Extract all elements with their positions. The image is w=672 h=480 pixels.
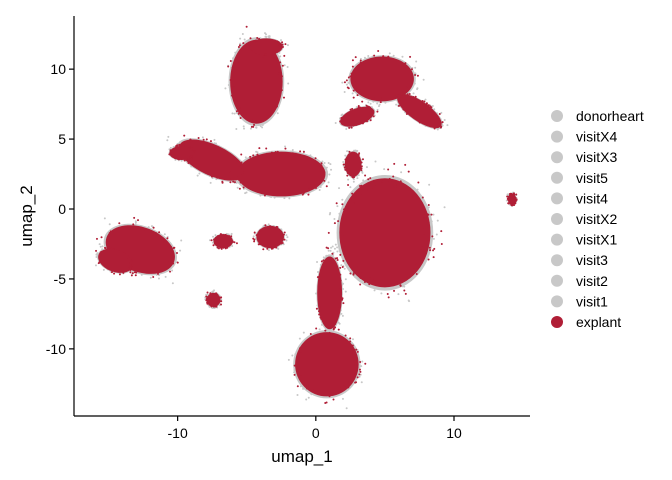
legend-key-visit3 — [551, 254, 563, 267]
cluster-explant — [343, 49, 419, 104]
scatter-points-layer — [94, 25, 518, 410]
cluster-explant — [246, 37, 287, 58]
legend-label-donorheart: donorheart — [576, 108, 644, 124]
x-tick-label: -10 — [168, 425, 188, 441]
legend-label-visitX1: visitX1 — [576, 232, 617, 248]
cluster-explant — [293, 325, 367, 405]
x-axis-ticks: -10 0 10 — [168, 416, 462, 441]
legend-label-visitX4: visitX4 — [576, 129, 617, 145]
y-tick-label: 5 — [58, 131, 66, 147]
cluster-explant — [210, 233, 238, 250]
legend-key-donorheart — [551, 110, 563, 122]
cluster-explant — [205, 291, 223, 308]
cluster-explant — [342, 150, 364, 179]
y-tick-label: 10 — [50, 61, 66, 77]
cluster-explant — [315, 246, 345, 334]
legend-key-visitX2 — [551, 213, 563, 225]
cluster-explant — [327, 162, 443, 299]
legend-key-visitX1 — [551, 233, 563, 246]
legend-label-visit2: visit2 — [576, 273, 608, 289]
legend-label-visitX3: visitX3 — [576, 149, 617, 165]
legend-label-visit5: visit5 — [576, 170, 608, 186]
legend-label-visit1: visit1 — [576, 293, 608, 309]
legend-key-visit4 — [551, 192, 563, 205]
legend-key-visitX3 — [551, 151, 563, 164]
cluster-explant — [339, 104, 379, 129]
legend-label-visit4: visit4 — [576, 190, 608, 206]
legend-key-visitX4 — [551, 130, 563, 143]
legend-label-visit3: visit3 — [576, 252, 608, 268]
cluster-explant — [394, 92, 444, 130]
x-axis-title: umap_1 — [271, 447, 332, 466]
x-tick-label: 0 — [312, 425, 320, 441]
x-tick-label: 10 — [446, 425, 462, 441]
legend: donorheart visitX4 visitX3 visit5 visit4 visi… — [551, 108, 644, 330]
legend-key-visit5 — [551, 171, 563, 184]
y-axis-title: umap_2 — [17, 185, 36, 246]
legend-label-explant: explant — [576, 314, 621, 330]
cluster-explant — [252, 224, 286, 251]
legend-label-visitX2: visitX2 — [576, 211, 617, 227]
cluster-explant — [506, 192, 518, 207]
legend-key-explant — [551, 316, 563, 328]
cluster-explant — [228, 147, 328, 197]
cluster-explant — [95, 246, 138, 276]
y-tick-label: 0 — [58, 201, 66, 217]
legend-key-visit1 — [551, 295, 563, 308]
y-tick-label: -5 — [54, 271, 67, 287]
y-axis-ticks: 10 5 0 -5 -10 — [46, 61, 74, 357]
y-tick-label: -10 — [46, 341, 66, 357]
legend-key-visit2 — [551, 274, 563, 287]
cluster-explant — [168, 143, 197, 162]
